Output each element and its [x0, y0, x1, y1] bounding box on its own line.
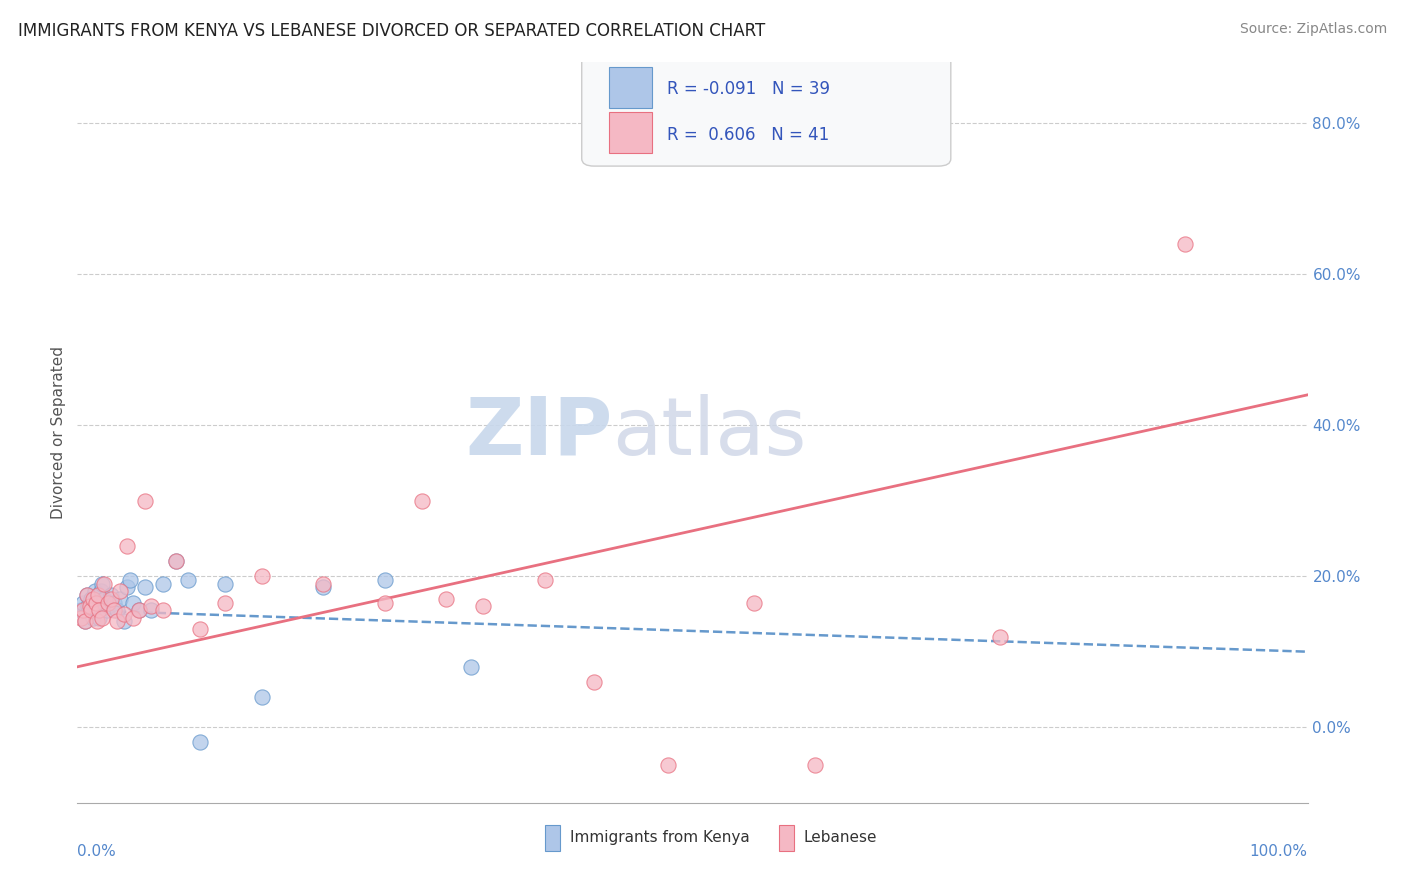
- Point: [100, 591, 122, 606]
- FancyBboxPatch shape: [779, 825, 794, 851]
- Point: [79, 603, 101, 617]
- Point: [82, 596, 104, 610]
- Point: [374, 596, 396, 610]
- Point: [472, 599, 495, 614]
- Text: 100.0%: 100.0%: [1250, 844, 1308, 858]
- Point: [128, 603, 150, 617]
- Point: [73, 615, 96, 629]
- Text: R = -0.091   N = 39: R = -0.091 N = 39: [666, 80, 830, 98]
- Point: [128, 603, 150, 617]
- Point: [90, 611, 114, 625]
- Point: [89, 603, 111, 617]
- Point: [657, 758, 679, 772]
- Point: [804, 758, 827, 772]
- Point: [110, 584, 132, 599]
- Text: IMMIGRANTS FROM KENYA VS LEBANESE DIVORCED OR SEPARATED CORRELATION CHART: IMMIGRANTS FROM KENYA VS LEBANESE DIVORC…: [18, 22, 765, 40]
- Point: [82, 611, 104, 625]
- Point: [141, 599, 163, 614]
- Point: [96, 603, 118, 617]
- Text: R =  0.606   N = 41: R = 0.606 N = 41: [666, 126, 830, 144]
- Point: [100, 588, 122, 602]
- Point: [534, 573, 557, 587]
- Point: [141, 603, 163, 617]
- Point: [90, 584, 112, 599]
- Point: [90, 576, 114, 591]
- Point: [72, 596, 94, 610]
- Text: ZIP: ZIP: [465, 393, 613, 472]
- Point: [165, 554, 187, 568]
- Point: [583, 674, 606, 689]
- Point: [80, 591, 103, 606]
- Point: [436, 591, 458, 606]
- Point: [86, 615, 108, 629]
- Point: [84, 599, 107, 614]
- Point: [374, 573, 396, 587]
- Text: atlas: atlas: [613, 393, 807, 472]
- Point: [87, 588, 110, 602]
- Point: [460, 660, 482, 674]
- Point: [103, 596, 125, 610]
- Point: [134, 493, 156, 508]
- Point: [250, 690, 273, 704]
- Point: [152, 603, 174, 617]
- Point: [742, 596, 765, 610]
- Point: [312, 581, 335, 595]
- Point: [134, 581, 156, 595]
- Point: [76, 588, 98, 602]
- Point: [214, 596, 236, 610]
- Point: [121, 611, 143, 625]
- Point: [110, 591, 132, 606]
- Point: [93, 591, 115, 606]
- Point: [84, 596, 107, 610]
- FancyBboxPatch shape: [582, 55, 950, 166]
- FancyBboxPatch shape: [609, 67, 652, 108]
- FancyBboxPatch shape: [609, 112, 652, 153]
- Point: [112, 607, 135, 621]
- Point: [1174, 236, 1197, 251]
- Text: Lebanese: Lebanese: [804, 830, 877, 846]
- Point: [72, 603, 94, 617]
- Point: [112, 615, 135, 629]
- Point: [177, 573, 200, 587]
- Point: [79, 599, 101, 614]
- Point: [312, 576, 335, 591]
- Point: [115, 539, 138, 553]
- Point: [105, 603, 128, 617]
- Text: Source: ZipAtlas.com: Source: ZipAtlas.com: [1240, 22, 1388, 37]
- Point: [82, 591, 104, 606]
- Point: [86, 603, 108, 617]
- Point: [152, 576, 174, 591]
- Point: [411, 493, 433, 508]
- Point: [73, 615, 96, 629]
- Point: [250, 569, 273, 583]
- Point: [76, 588, 98, 602]
- Point: [70, 611, 93, 625]
- Point: [97, 596, 120, 610]
- Y-axis label: Divorced or Separated: Divorced or Separated: [51, 346, 66, 519]
- Point: [93, 576, 115, 591]
- Point: [105, 615, 128, 629]
- Point: [83, 584, 105, 599]
- Point: [77, 599, 100, 614]
- Point: [103, 603, 125, 617]
- Point: [120, 573, 142, 587]
- Text: 0.0%: 0.0%: [77, 844, 117, 858]
- Point: [115, 581, 138, 595]
- Point: [121, 596, 143, 610]
- Point: [87, 588, 110, 602]
- Point: [70, 603, 93, 617]
- Point: [188, 735, 212, 749]
- Text: Immigrants from Kenya: Immigrants from Kenya: [571, 830, 749, 846]
- Point: [97, 599, 120, 614]
- Point: [214, 576, 236, 591]
- Point: [188, 622, 212, 636]
- FancyBboxPatch shape: [546, 825, 561, 851]
- Point: [89, 611, 111, 625]
- Point: [80, 603, 103, 617]
- Point: [165, 554, 187, 568]
- Point: [988, 630, 1011, 644]
